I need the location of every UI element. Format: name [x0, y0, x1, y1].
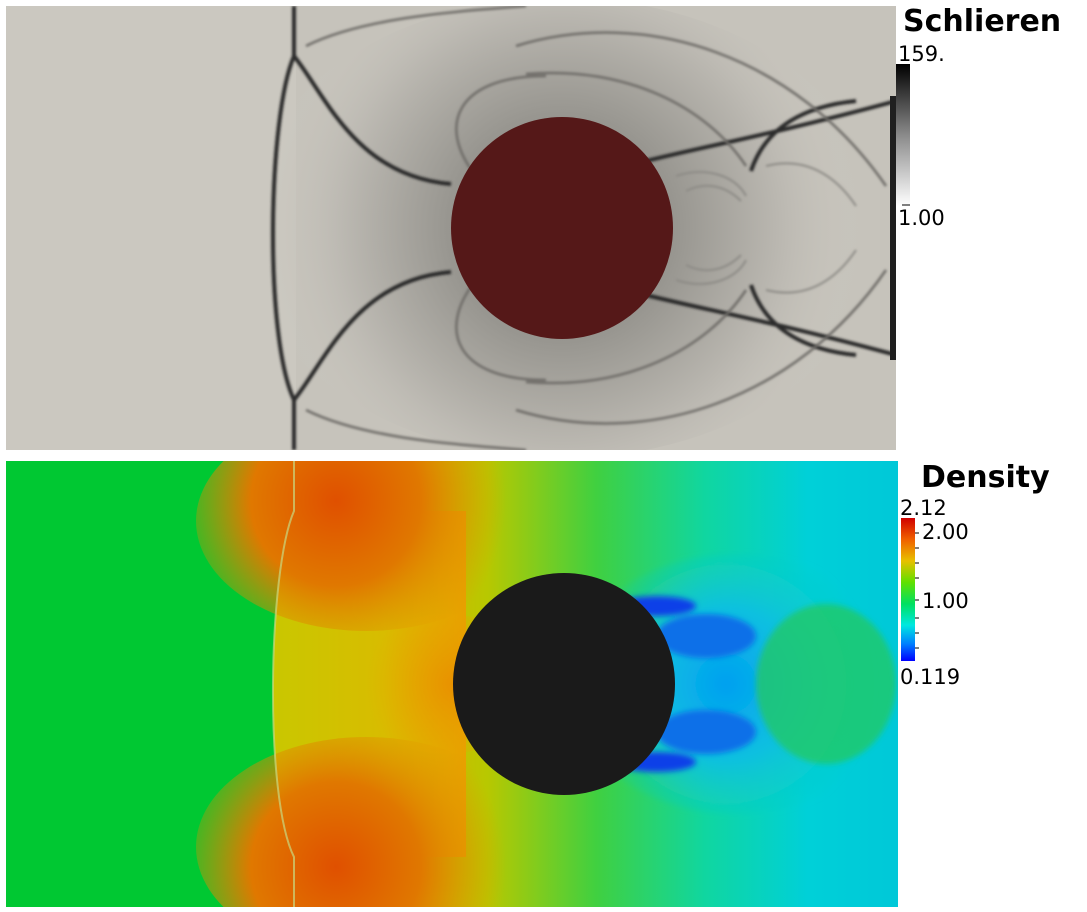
schlieren-cylinder — [451, 117, 673, 339]
density-high-top — [196, 461, 536, 631]
schlieren-shock-lines — [270, 6, 896, 450]
schlieren-legend-title: Schlieren — [903, 4, 1062, 39]
density-high-bottom — [196, 737, 536, 907]
schlieren-max-label: 159. — [898, 42, 945, 66]
density-min-label: 0.119 — [900, 665, 961, 689]
density-plot — [6, 461, 898, 907]
schlieren-colorbar — [896, 64, 910, 206]
density-max-label: 2.12 — [900, 496, 947, 520]
density-colorbar — [901, 518, 919, 661]
density-wake-vortices — [616, 596, 896, 772]
density-tick-1: 1.00 — [922, 589, 969, 613]
density-shock-edges — [271, 461, 295, 907]
density-legend-title: Density — [921, 460, 1050, 495]
density-cylinder — [453, 573, 675, 795]
schlieren-vortices — [675, 162, 857, 294]
density-tick-2: 2.00 — [922, 520, 969, 544]
schlieren-right-edge-shock — [890, 96, 896, 360]
schlieren-weak-waves — [305, 6, 888, 450]
schlieren-min-label: 1.00 — [898, 206, 945, 230]
schlieren-plot — [6, 6, 896, 450]
